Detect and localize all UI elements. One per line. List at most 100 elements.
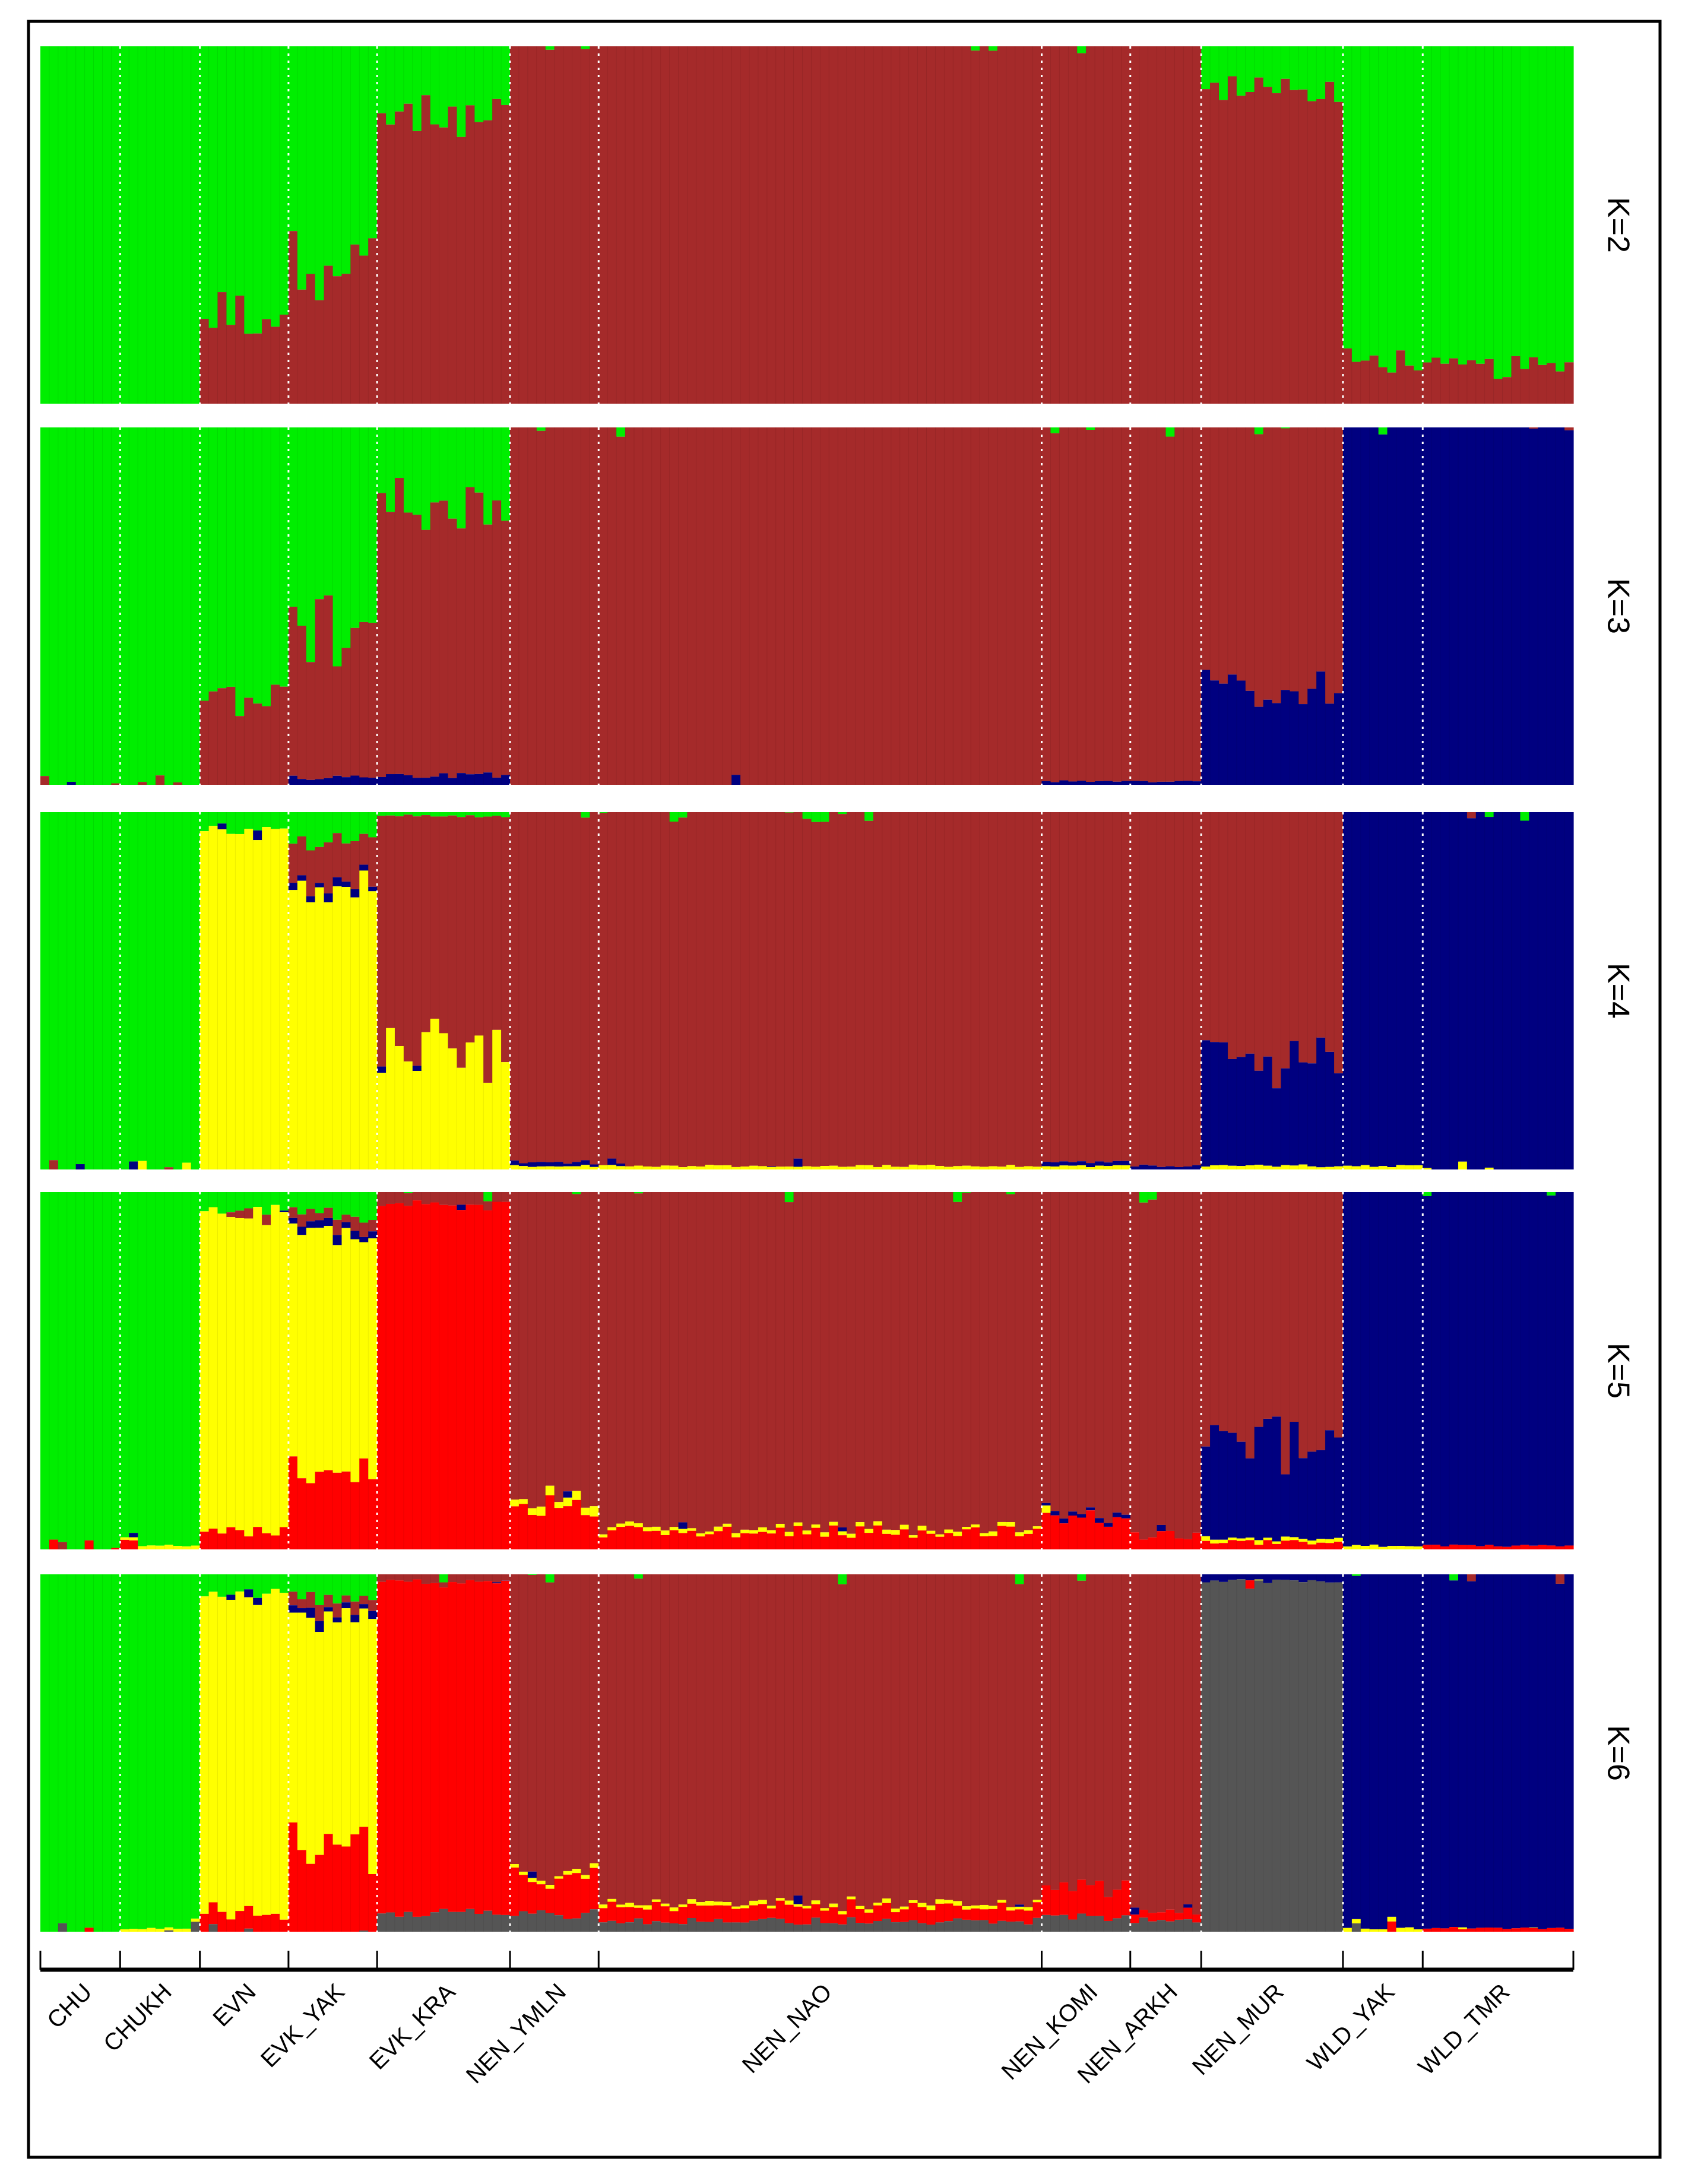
bar-segment-green [315, 1192, 325, 1213]
bar-segment-brown [1050, 1192, 1060, 1511]
sample-bar [1165, 812, 1175, 1169]
bar-segment-navy [1360, 1574, 1370, 1929]
bar-segment-brown [891, 427, 901, 785]
bar-segment-brown [368, 1220, 378, 1232]
sample-bar [474, 1192, 484, 1549]
bar-segment-brown [651, 46, 661, 404]
sample-bar [997, 812, 1007, 1169]
sample-bar [1556, 1574, 1565, 1932]
bar-segment-brown [926, 427, 936, 785]
bar-segment-red [899, 1909, 910, 1922]
sample-bar [1006, 1192, 1016, 1549]
bar-segment-green [350, 46, 360, 245]
sample-bar [1564, 1192, 1574, 1549]
sample-bar [988, 46, 998, 404]
bar-segment-red [1538, 1929, 1547, 1932]
bar-segment-green [457, 812, 466, 817]
bar-segment-green [784, 1192, 794, 1203]
bar-segment-yellow [1050, 1167, 1060, 1169]
bar-segment-red [1529, 1545, 1538, 1549]
bar-segment-brown [696, 427, 705, 785]
bar-segment-gray [1245, 1589, 1255, 1932]
bar-segment-yellow [235, 1591, 245, 1912]
bar-segment-brown [1360, 360, 1370, 404]
bar-segment-yellow [935, 1534, 945, 1537]
bar-segment-red [598, 1908, 608, 1923]
bar-segment-red [412, 1200, 422, 1549]
bar-segment-brown [758, 46, 768, 404]
bar-segment-yellow [394, 1046, 404, 1169]
bar-segment-red [1201, 1540, 1211, 1549]
bar-segment-yellow [332, 1622, 343, 1845]
bar-segment-green [75, 427, 85, 785]
bar-segment-red [350, 1834, 360, 1932]
sample-bar [873, 812, 883, 1169]
bar-segment-navy [1272, 1088, 1282, 1167]
sample-bar [563, 812, 573, 1169]
bar-segment-red [297, 1478, 307, 1549]
bar-segment-red [1165, 1909, 1175, 1922]
bar-segment-green [421, 46, 431, 96]
population-label: CHUKH [99, 1979, 177, 2057]
sample-bar [642, 812, 652, 1169]
sample-bar [93, 46, 103, 404]
bar-segment-yellow [687, 1528, 697, 1531]
bar-segment-yellow [723, 1902, 732, 1906]
sample-bar [1484, 812, 1494, 1169]
sample-bar [1041, 427, 1051, 785]
bar-segment-red [944, 1533, 954, 1549]
sample-bar [642, 427, 652, 785]
bar-segment-yellow [1219, 1539, 1228, 1543]
sample-bar [935, 1192, 945, 1549]
sample-bar [1360, 1574, 1370, 1932]
bar-segment-navy [1334, 693, 1344, 785]
bar-segment-yellow [820, 1166, 829, 1169]
bar-segment-brown [775, 427, 785, 785]
bar-segment-yellow [740, 1167, 750, 1169]
bar-segment-green [217, 427, 227, 689]
bar-segment-brown [1183, 427, 1193, 781]
sample-bar [545, 427, 555, 785]
sample-bar [642, 46, 652, 404]
bar-segment-brown [1103, 1192, 1113, 1523]
sample-bar [394, 1192, 404, 1549]
bar-segment-red [1538, 1545, 1547, 1549]
sample-bar [84, 427, 94, 785]
bar-segment-navy [1466, 1192, 1477, 1545]
bar-segment-brown [1006, 812, 1016, 1165]
bar-segment-brown [208, 691, 218, 785]
sample-bar [1263, 1574, 1273, 1932]
sample-bar [84, 1192, 94, 1549]
sample-bar [864, 812, 874, 1169]
bar-segment-brown [350, 1601, 360, 1615]
bar-segment-navy [288, 775, 298, 785]
sample-bar [1360, 46, 1370, 404]
bar-segment-red [633, 1907, 644, 1919]
sample-bar [1121, 1192, 1131, 1549]
bar-segment-red [669, 1911, 679, 1923]
bar-segment-navy [1449, 812, 1459, 1169]
sample-bar [687, 1574, 697, 1932]
bar-segment-navy [1068, 1511, 1078, 1516]
bar-segment-yellow [856, 1165, 865, 1169]
bar-segment-yellow [1396, 1546, 1406, 1549]
sample-bar [669, 427, 679, 785]
bar-segment-navy [465, 774, 475, 785]
bar-segment-navy [1201, 1446, 1211, 1536]
bar-segment-red [1041, 1513, 1051, 1549]
bar-segment-red [271, 1913, 280, 1932]
bar-segment-yellow [811, 1900, 821, 1904]
bar-segment-red [616, 1527, 626, 1549]
bar-segment-brown [980, 812, 989, 1167]
bar-segment-brown [536, 430, 546, 785]
sample-bar [1059, 1192, 1069, 1549]
bar-segment-brown [1263, 427, 1273, 700]
bar-segment-brown [731, 427, 741, 775]
bar-segment-brown [226, 686, 236, 785]
bar-segment-brown [554, 46, 564, 404]
sample-bar [1139, 1192, 1149, 1549]
bar-segment-yellow [510, 1864, 520, 1868]
bar-segment-brown [678, 427, 688, 785]
bar-segment-red [616, 1907, 626, 1923]
bar-segment-green [49, 46, 59, 404]
